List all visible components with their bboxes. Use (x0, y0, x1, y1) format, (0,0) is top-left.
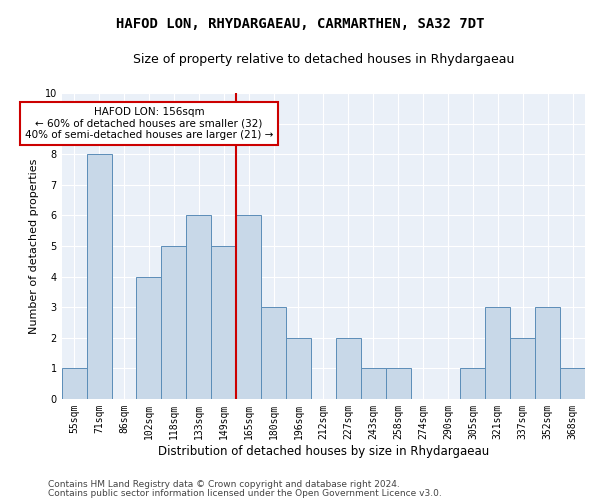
Bar (535, 307, 560, 399)
Bar (386, 368, 410, 399)
Text: Contains HM Land Registry data © Crown copyright and database right 2024.: Contains HM Land Registry data © Crown c… (48, 480, 400, 489)
X-axis label: Distribution of detached houses by size in Rhydargaeau: Distribution of detached houses by size … (158, 444, 489, 458)
Bar (261, 307, 286, 399)
Bar (460, 368, 485, 399)
Bar (560, 368, 585, 399)
Bar (236, 216, 261, 399)
Bar (136, 276, 161, 399)
Bar (286, 338, 311, 399)
Bar (161, 246, 186, 399)
Bar (86, 154, 112, 399)
Bar (62, 368, 86, 399)
Bar (485, 307, 510, 399)
Y-axis label: Number of detached properties: Number of detached properties (29, 158, 39, 334)
Text: HAFOD LON: 156sqm
← 60% of detached houses are smaller (32)
40% of semi-detached: HAFOD LON: 156sqm ← 60% of detached hous… (25, 107, 273, 140)
Title: Size of property relative to detached houses in Rhydargaeau: Size of property relative to detached ho… (133, 52, 514, 66)
Bar (336, 338, 361, 399)
Bar (211, 246, 236, 399)
Bar (186, 216, 211, 399)
Bar (361, 368, 386, 399)
Text: HAFOD LON, RHYDARGAEAU, CARMARTHEN, SA32 7DT: HAFOD LON, RHYDARGAEAU, CARMARTHEN, SA32… (116, 18, 484, 32)
Text: Contains public sector information licensed under the Open Government Licence v3: Contains public sector information licen… (48, 488, 442, 498)
Bar (510, 338, 535, 399)
